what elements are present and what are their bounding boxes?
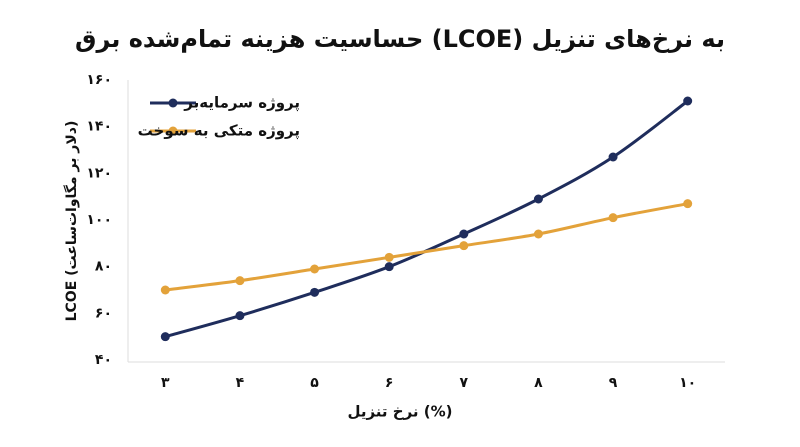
y-tick-label: ۱۰۰ — [86, 212, 112, 228]
data-point — [235, 276, 245, 286]
x-tick-label: ۷ — [460, 375, 469, 391]
x-tick-label: ۸ — [534, 375, 543, 391]
y-tick-label: ۶۰ — [95, 305, 112, 321]
data-point — [533, 194, 543, 204]
x-tick-label: ۹ — [609, 375, 618, 391]
chart-title: حساسیت هزینه تمام‌شده برق (LCOE) به نرخ‌… — [75, 25, 725, 53]
data-point — [235, 311, 245, 321]
x-tick-label: ۶ — [385, 375, 394, 391]
legend-marker — [168, 126, 178, 136]
x-tick-label: ۴ — [236, 375, 245, 391]
data-point — [384, 262, 394, 272]
x-tick-label: ۱۰ — [679, 375, 696, 391]
x-tick-label: ۳ — [161, 375, 170, 391]
data-point — [384, 252, 394, 262]
data-point — [608, 152, 618, 162]
data-point — [533, 229, 543, 239]
legend-label: پروژه سرمایه‌بر — [183, 94, 300, 113]
y-tick-label: ۴۰ — [95, 352, 112, 368]
y-tick-label: ۱۶۰ — [86, 72, 112, 88]
data-point — [160, 285, 170, 295]
data-point — [160, 332, 170, 342]
y-tick-label: ۱۴۰ — [86, 119, 112, 135]
data-point — [459, 229, 469, 239]
data-point — [683, 96, 693, 106]
data-point — [310, 287, 320, 297]
legend-marker — [168, 98, 178, 108]
y-tick-label: ۱۲۰ — [86, 165, 112, 181]
series-line — [165, 202, 688, 292]
data-point — [459, 241, 469, 251]
x-tick-label: ۵ — [310, 375, 319, 391]
data-point — [608, 213, 618, 223]
x-axis-label: نرخ تنزیل (%) — [347, 403, 452, 421]
data-point — [683, 199, 693, 209]
y-tick-label: ۸۰ — [95, 259, 112, 275]
y-axis-label: LCOE (دلار بر مگاوات‌ساعت) — [63, 121, 80, 322]
data-point — [310, 264, 320, 274]
legend-label: پروژه متکی به سوخت — [138, 122, 300, 141]
